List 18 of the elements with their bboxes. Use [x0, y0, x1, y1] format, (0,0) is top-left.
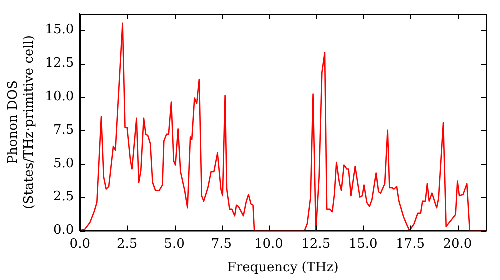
y-tick-label: 5.0 — [53, 156, 74, 172]
x-tick-label: 12.5 — [302, 236, 331, 252]
x-tick-label: 7.5 — [211, 236, 232, 252]
x-tick-label: 0.0 — [70, 236, 90, 252]
x-axis-title: Frequency (THz) — [227, 260, 339, 276]
y-tick-label: 2.5 — [53, 190, 74, 205]
y-tick-label: 0.0 — [53, 223, 74, 238]
y-tick-label: 10.0 — [45, 89, 74, 104]
x-tick-label: 15.0 — [348, 236, 378, 252]
x-tick-label: 2.5 — [116, 236, 138, 252]
x-tick-label: 20.0 — [443, 236, 472, 252]
y-tick-label: 7.5 — [53, 122, 74, 138]
x-tick-label: 10.0 — [254, 236, 284, 252]
x-tick-label: 5.0 — [164, 236, 185, 252]
y-tick-label: 15.0 — [45, 22, 74, 38]
y-axis-title: Phonon DOS (States/THz·primitive cell) — [6, 35, 37, 210]
y-tick-label: 12.5 — [45, 56, 74, 71]
x-tick-label: 17.5 — [396, 236, 425, 252]
